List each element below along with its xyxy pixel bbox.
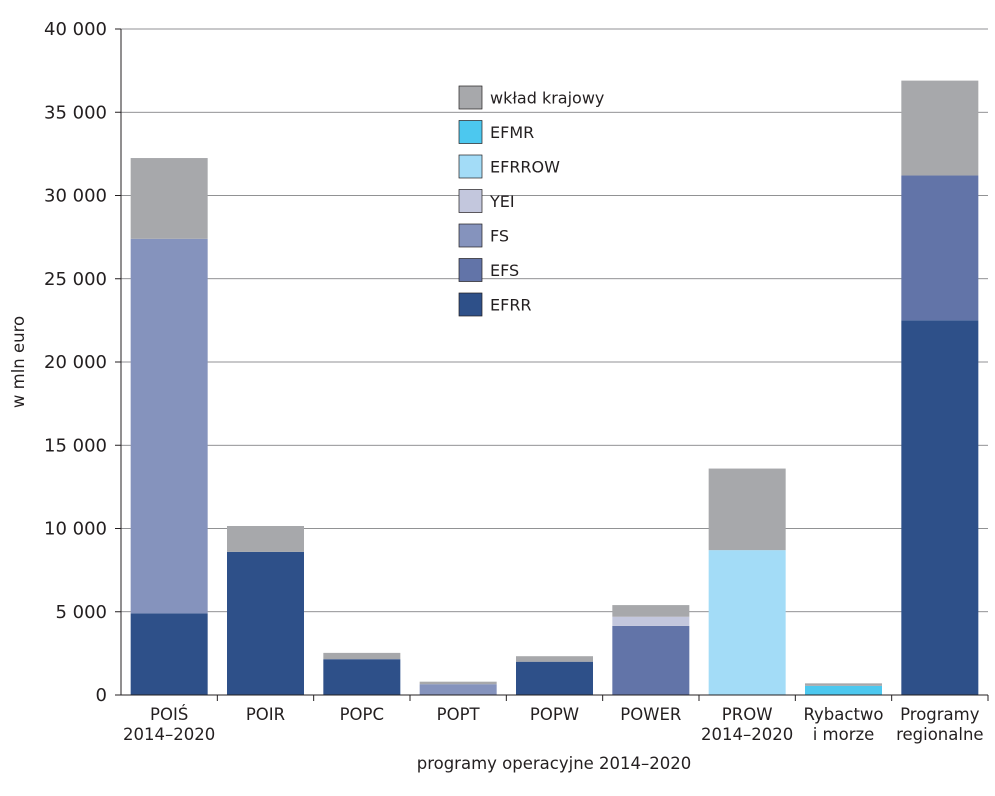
y-tick-label: 40 000	[44, 19, 107, 40]
bar-segment-efrr	[516, 661, 593, 695]
y-tick-label: 15 000	[44, 435, 107, 456]
category-label: POIŚ	[150, 705, 188, 724]
bar-segment-efrrow	[708, 550, 786, 695]
bar-segment-yei	[612, 616, 690, 626]
category-label: 2014–2020	[123, 725, 215, 744]
bar-segment-wkład-krajowy	[130, 158, 208, 239]
category-label: regionalne	[896, 725, 984, 744]
legend-swatch	[458, 223, 483, 248]
category-label: i morze	[813, 725, 875, 744]
y-tick-label: 35 000	[44, 102, 107, 123]
x-axis-title: programy operacyjne 2014–2020	[417, 754, 692, 773]
legend-label: wkład krajowy	[490, 89, 604, 108]
bar-segment-wkład-krajowy	[419, 681, 497, 685]
bar-segment-efs	[612, 625, 690, 695]
y-tick-label: 30 000	[44, 186, 107, 207]
bar-segment-fs	[419, 684, 497, 695]
y-tick-label: 20 000	[44, 352, 107, 373]
bar-segment-wkład-krajowy	[901, 80, 979, 176]
x-axis-ticks	[216, 695, 989, 701]
category-label: POPW	[530, 705, 579, 724]
bar-segment-efrr	[901, 320, 979, 695]
bar-segment-wkład-krajowy	[323, 652, 401, 660]
bar-segment-efrr	[130, 613, 208, 695]
bar-segment-wkład-krajowy	[708, 468, 786, 551]
legend-swatch	[458, 120, 483, 144]
bar-segment-wkład-krajowy	[516, 656, 593, 662]
legend-swatch	[458, 258, 483, 282]
legend-swatch	[458, 292, 483, 317]
y-tick-label: 25 000	[44, 269, 107, 290]
category-label: POPC	[340, 705, 384, 724]
category-label: POIR	[246, 705, 285, 724]
bar-segment-efs	[901, 175, 979, 321]
legend-label: EFRROW	[490, 158, 560, 177]
category-label: Rybactwo	[803, 705, 883, 724]
y-tick-label: 0	[96, 685, 107, 706]
bar-segment-fs	[130, 238, 208, 614]
legend-label: FS	[490, 227, 509, 246]
y-tick-label: 5 000	[55, 602, 107, 623]
legend-label: EFMR	[490, 123, 534, 142]
y-tick-label: 10 000	[44, 519, 107, 540]
bar-segment-efrr	[323, 659, 401, 695]
legend-swatch	[458, 154, 483, 179]
legend-label: YEI	[489, 192, 515, 211]
legend-label: EFRR	[490, 296, 532, 315]
legend-swatch	[458, 85, 483, 110]
gridlines	[121, 28, 988, 613]
category-label: POPT	[437, 705, 481, 724]
legend-label: EFS	[490, 261, 519, 280]
category-label: Programy	[900, 705, 980, 724]
y-axis-title: w mln euro	[9, 316, 28, 408]
category-label: 2014–2020	[701, 725, 793, 744]
bar-segment-wkład-krajowy	[612, 605, 690, 617]
bar-segment-efrr	[227, 551, 304, 695]
bar-segment-efmr	[805, 685, 882, 695]
bars	[130, 80, 979, 695]
y-axis-ticks: 0 5 000 10 000 15 000 20 000 25 000 30 000 35 0…	[44, 19, 121, 706]
legend-swatch	[458, 189, 483, 213]
category-label: POWER	[620, 705, 681, 724]
category-label: PROW	[722, 705, 773, 724]
legend: wkład krajowy EFMR EFRROW YEI FS EFS EFRR	[458, 85, 604, 317]
bar-segment-wkład-krajowy	[805, 683, 882, 686]
bar-segment-wkład-krajowy	[227, 526, 304, 552]
